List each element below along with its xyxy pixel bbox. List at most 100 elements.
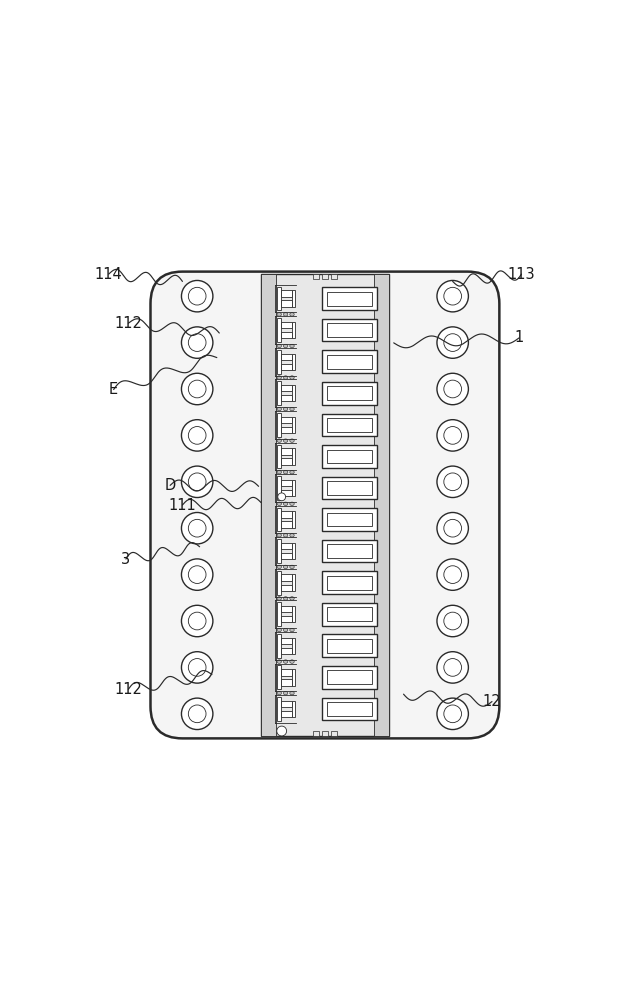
Circle shape bbox=[188, 380, 206, 398]
Bar bbox=[281, 585, 292, 591]
Bar bbox=[281, 480, 292, 486]
Circle shape bbox=[181, 605, 213, 637]
Ellipse shape bbox=[283, 691, 288, 695]
Circle shape bbox=[181, 373, 213, 405]
Ellipse shape bbox=[277, 407, 281, 411]
Bar bbox=[281, 616, 292, 622]
Circle shape bbox=[188, 659, 206, 676]
Ellipse shape bbox=[283, 407, 288, 411]
Bar bbox=[292, 701, 295, 717]
Bar bbox=[323, 698, 377, 720]
Circle shape bbox=[188, 566, 206, 583]
Ellipse shape bbox=[290, 502, 294, 505]
Ellipse shape bbox=[283, 470, 288, 474]
Bar bbox=[281, 448, 292, 455]
Circle shape bbox=[188, 612, 206, 630]
Ellipse shape bbox=[277, 660, 281, 663]
Circle shape bbox=[444, 334, 462, 351]
Bar bbox=[323, 571, 377, 594]
Ellipse shape bbox=[290, 660, 294, 663]
Circle shape bbox=[437, 327, 469, 358]
Circle shape bbox=[437, 652, 469, 683]
Circle shape bbox=[437, 280, 469, 312]
Bar bbox=[322, 274, 328, 279]
Bar bbox=[327, 481, 372, 495]
Circle shape bbox=[444, 659, 462, 676]
Ellipse shape bbox=[277, 470, 281, 474]
Ellipse shape bbox=[290, 597, 294, 600]
Circle shape bbox=[278, 493, 285, 501]
Bar bbox=[327, 450, 372, 463]
Bar bbox=[327, 544, 372, 558]
Circle shape bbox=[444, 519, 462, 537]
Bar bbox=[281, 458, 292, 465]
Text: 112: 112 bbox=[115, 316, 142, 331]
Text: 1: 1 bbox=[514, 330, 524, 345]
Bar bbox=[281, 427, 292, 433]
Bar bbox=[281, 332, 292, 338]
Bar bbox=[277, 350, 281, 374]
Bar bbox=[331, 274, 337, 279]
Bar bbox=[327, 513, 372, 526]
Circle shape bbox=[181, 280, 213, 312]
Circle shape bbox=[437, 698, 469, 730]
Ellipse shape bbox=[283, 660, 288, 663]
Circle shape bbox=[181, 327, 213, 358]
Circle shape bbox=[437, 373, 469, 405]
Bar bbox=[327, 323, 372, 337]
Circle shape bbox=[437, 420, 469, 451]
Bar bbox=[327, 418, 372, 432]
Ellipse shape bbox=[277, 628, 281, 632]
Circle shape bbox=[188, 427, 206, 444]
Bar bbox=[281, 543, 292, 549]
Bar bbox=[281, 364, 292, 370]
Circle shape bbox=[437, 466, 469, 498]
Text: 111: 111 bbox=[169, 497, 197, 512]
Text: E: E bbox=[109, 382, 118, 397]
Bar bbox=[292, 669, 295, 686]
Bar bbox=[327, 386, 372, 400]
Bar bbox=[277, 571, 281, 595]
Circle shape bbox=[444, 380, 462, 398]
Ellipse shape bbox=[283, 313, 288, 316]
Circle shape bbox=[444, 566, 462, 583]
Ellipse shape bbox=[283, 534, 288, 537]
Bar bbox=[281, 300, 292, 307]
Ellipse shape bbox=[290, 313, 294, 316]
Text: 3: 3 bbox=[121, 552, 131, 567]
Circle shape bbox=[444, 473, 462, 491]
Bar bbox=[327, 355, 372, 369]
Bar bbox=[277, 539, 281, 563]
Bar bbox=[323, 634, 377, 657]
Bar bbox=[323, 540, 377, 562]
Text: 112: 112 bbox=[115, 682, 142, 697]
Bar bbox=[292, 385, 295, 401]
Ellipse shape bbox=[283, 502, 288, 505]
Bar bbox=[277, 445, 281, 468]
Bar bbox=[292, 354, 295, 370]
Ellipse shape bbox=[277, 502, 281, 505]
Bar bbox=[323, 477, 377, 499]
Bar bbox=[292, 448, 295, 465]
Bar bbox=[323, 603, 377, 626]
Bar bbox=[313, 731, 319, 736]
Ellipse shape bbox=[277, 534, 281, 537]
Ellipse shape bbox=[290, 376, 294, 379]
Ellipse shape bbox=[277, 597, 281, 600]
Circle shape bbox=[444, 705, 462, 723]
Circle shape bbox=[437, 512, 469, 544]
Bar bbox=[323, 319, 377, 341]
Bar bbox=[292, 480, 295, 496]
Bar bbox=[281, 701, 292, 707]
Bar bbox=[292, 543, 295, 559]
Bar bbox=[327, 292, 372, 306]
Bar bbox=[323, 414, 377, 436]
Circle shape bbox=[444, 287, 462, 305]
Bar bbox=[281, 553, 292, 559]
Bar bbox=[277, 287, 281, 310]
Circle shape bbox=[181, 466, 213, 498]
Bar bbox=[313, 274, 319, 279]
Ellipse shape bbox=[277, 376, 281, 379]
Ellipse shape bbox=[283, 344, 288, 348]
Bar bbox=[292, 574, 295, 591]
